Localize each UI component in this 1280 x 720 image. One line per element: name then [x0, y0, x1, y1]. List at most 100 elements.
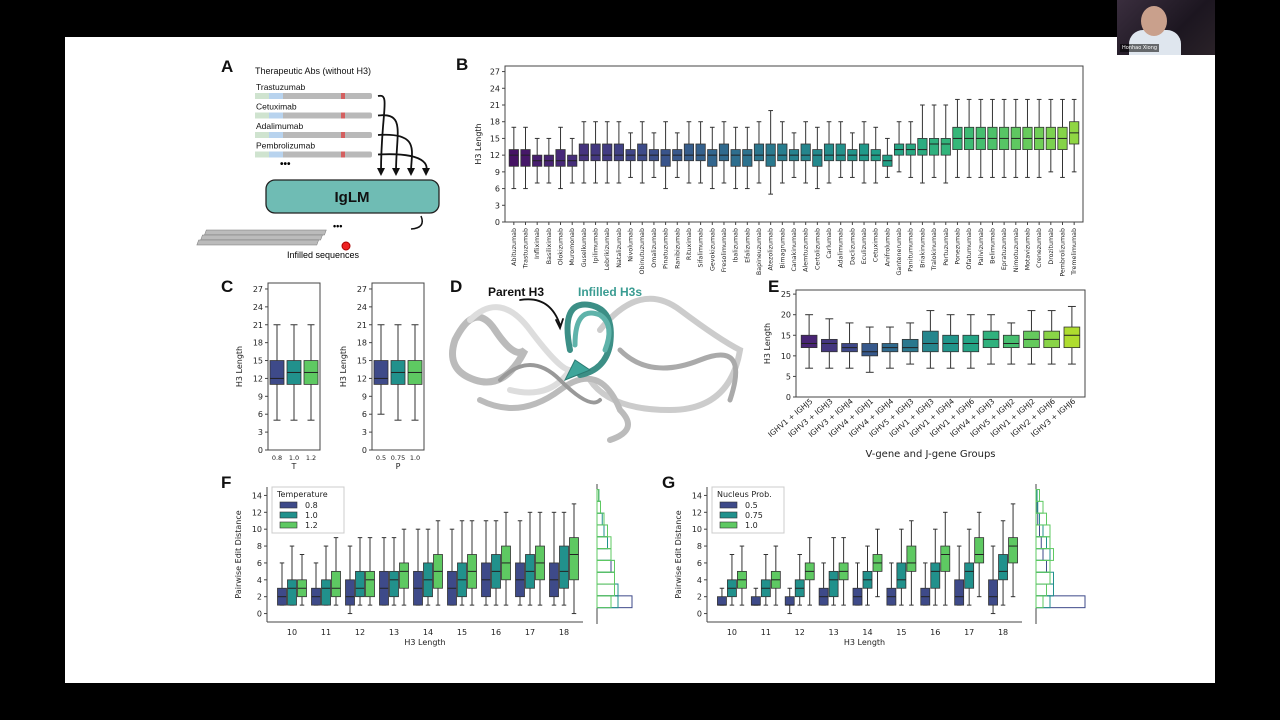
- box-plot: [590, 121, 601, 184]
- box: [508, 149, 519, 167]
- box-plot: [569, 503, 579, 615]
- protein-structure: [449, 295, 744, 443]
- box: [929, 138, 940, 156]
- box: [940, 545, 951, 572]
- box: [1008, 537, 1018, 564]
- y-tick-label: 6: [697, 559, 702, 568]
- x-tick-label: Efalizumab: [744, 228, 751, 263]
- webcam-thumbnail: Honhao Xiong: [1117, 0, 1215, 55]
- histogram-bar: [596, 595, 633, 609]
- y-tick-label: 12: [692, 508, 702, 517]
- arrow-head: [407, 168, 415, 176]
- box: [717, 596, 727, 606]
- panel-label-d: D: [450, 277, 462, 296]
- x-tick-label: Pertuzumab: [943, 228, 950, 266]
- box: [578, 143, 589, 162]
- box-plot: [812, 126, 823, 190]
- box-plot: [389, 537, 399, 606]
- box: [812, 149, 823, 167]
- h3-gap: [341, 151, 345, 158]
- box: [896, 562, 907, 589]
- box-plot: [648, 132, 659, 178]
- box-plot: [823, 121, 835, 184]
- box-plot: [852, 562, 863, 606]
- x-tick-label: Adalimumab: [838, 228, 845, 268]
- x-tick-label: 0.5: [376, 454, 386, 462]
- cdr-segment: [269, 151, 283, 158]
- x-axis-label: T: [291, 462, 297, 471]
- box: [858, 143, 870, 162]
- x-tick-label: Abituzumab: [511, 228, 518, 266]
- histogram-bar: [596, 571, 615, 585]
- y-axis-label: Pairwise Edit Distance: [234, 510, 243, 598]
- x-tick-label: 1.0: [289, 454, 299, 462]
- box-plot: [379, 537, 389, 606]
- box: [742, 149, 753, 167]
- histogram-bar: [596, 500, 601, 514]
- box: [988, 579, 998, 606]
- y-tick-label: 0: [362, 446, 367, 455]
- box-plot: [1002, 322, 1020, 365]
- cdr-segment: [269, 112, 283, 119]
- histogram-bar: [596, 571, 615, 585]
- box: [750, 596, 761, 606]
- y-tick-label: 12: [490, 151, 500, 160]
- box-plot: [1063, 305, 1081, 365]
- box: [954, 579, 965, 606]
- panel-a: A Therapeutic Abs (without H3) Trastuzum…: [196, 57, 440, 260]
- box-plot: [987, 98, 998, 178]
- x-tick-label: Nivolumab: [628, 228, 635, 262]
- box: [321, 579, 331, 606]
- legend-label: 1.2: [305, 521, 318, 530]
- box-plot: [753, 121, 765, 184]
- panel-label-f: F: [221, 473, 231, 492]
- box: [602, 143, 613, 162]
- box-plot: [532, 137, 543, 184]
- box-plot: [917, 104, 928, 184]
- histogram-bar: [1035, 595, 1044, 609]
- box-plot: [718, 121, 730, 184]
- box: [637, 143, 648, 162]
- box-plot: [737, 545, 747, 606]
- x-axis-label: H3 Length: [404, 638, 445, 647]
- y-tick-label: 9: [495, 168, 500, 177]
- box: [269, 360, 285, 385]
- box-plot: [750, 587, 761, 606]
- y-tick-label: 0: [258, 446, 263, 455]
- x-tick-label: Carlumab: [826, 228, 833, 259]
- box-plot: [962, 314, 980, 369]
- box-plot: [399, 528, 409, 606]
- histogram-bar: [1035, 571, 1051, 585]
- box-plot: [940, 511, 951, 606]
- x-tick-label: Fresolimumab: [721, 228, 728, 272]
- box-plot: [1023, 310, 1040, 365]
- histogram-bar: [1035, 583, 1047, 597]
- arrow-curve: [377, 133, 413, 173]
- y-tick-label: 10: [692, 525, 702, 534]
- histogram-bar: [596, 571, 615, 585]
- x-tick-label: Ibalizumab: [733, 228, 740, 263]
- y-tick-label: 10: [781, 352, 791, 361]
- histogram-bar: [596, 500, 601, 514]
- x-tick-label: 17: [964, 628, 974, 637]
- histogram-bar: [1035, 536, 1051, 550]
- x-tick-label: Daclizumab: [849, 228, 856, 265]
- box-plot: [413, 528, 423, 606]
- box-plot: [287, 545, 297, 606]
- box-plot: [567, 137, 578, 184]
- histogram-bar: [596, 512, 603, 526]
- box-plot: [355, 537, 365, 606]
- panel-label-c: C: [221, 277, 233, 296]
- marginal-histogram: [596, 484, 633, 624]
- y-tick-label: 9: [258, 392, 263, 401]
- y-tick-label: 2: [697, 593, 702, 602]
- x-tick-label: 11: [321, 628, 331, 637]
- panel-f: F 0 2 4 6 8 10 12 14 Pairwise Edit Distance 10 11 1…: [221, 473, 633, 647]
- histogram-bar: [1035, 571, 1051, 585]
- box-plot: [1045, 98, 1056, 173]
- box-plot: [742, 126, 753, 190]
- box-plot: [952, 98, 963, 178]
- y-tick-label: 15: [253, 357, 263, 366]
- x-tick-label: Epratuzumab: [1001, 228, 1008, 270]
- y-tick-label: 6: [257, 559, 262, 568]
